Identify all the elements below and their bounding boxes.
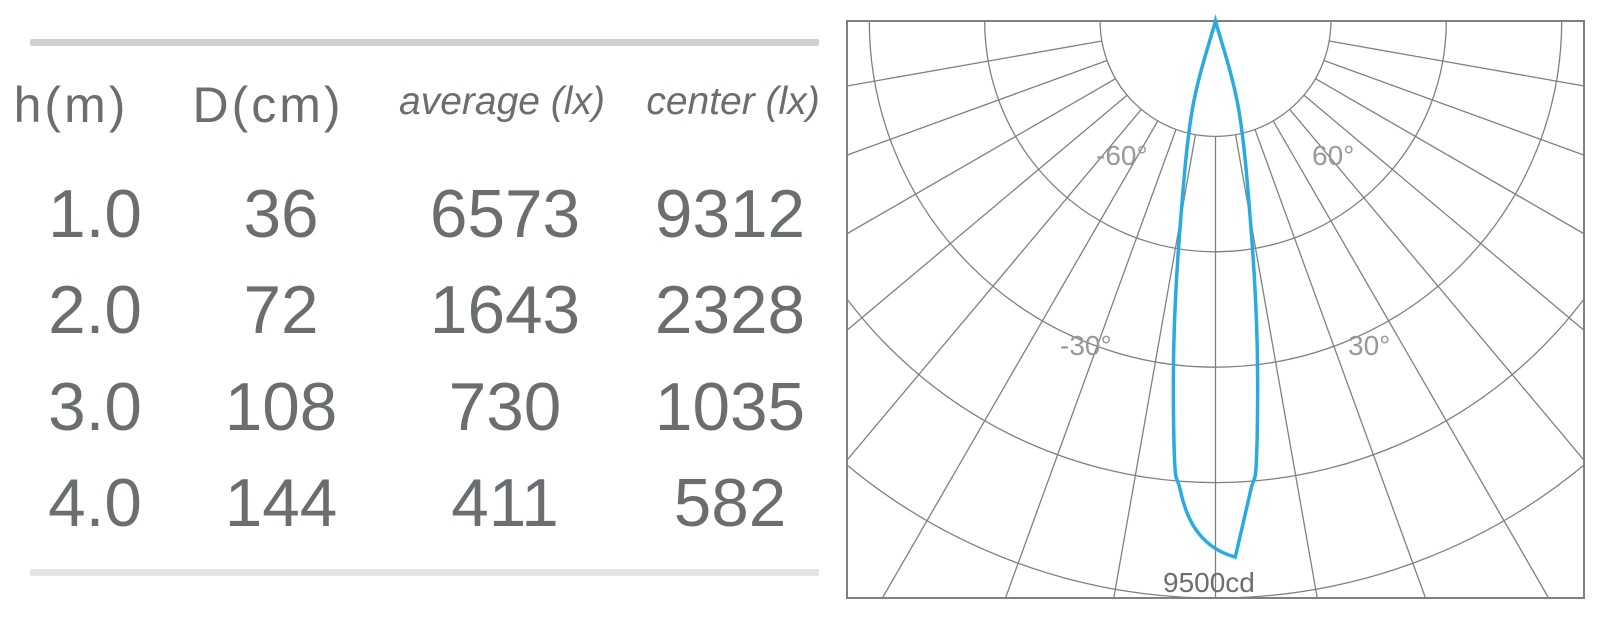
svg-text:-30°: -30° <box>1060 330 1112 361</box>
svg-text:-60°: -60° <box>1096 140 1148 171</box>
svg-text:30°: 30° <box>1348 330 1390 361</box>
svg-text:9500cd: 9500cd <box>1163 567 1255 598</box>
svg-text:60°: 60° <box>1312 140 1354 171</box>
